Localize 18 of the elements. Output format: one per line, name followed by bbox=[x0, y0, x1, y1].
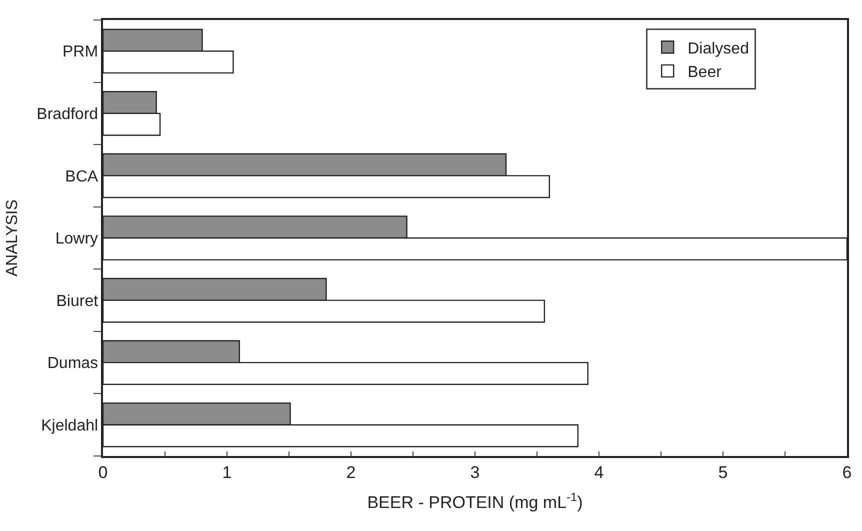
x-tick-label: 2 bbox=[346, 463, 356, 482]
y-axis-title: ANALYSIS bbox=[4, 199, 22, 277]
x-tick-label: 5 bbox=[718, 463, 728, 482]
y-tick-label: PRM bbox=[62, 44, 98, 61]
y-tick-label: Kjeldahl bbox=[41, 417, 98, 434]
x-tick-label: 4 bbox=[594, 463, 604, 482]
y-tick-label: Dumas bbox=[47, 355, 98, 372]
y-tick-label: Lowry bbox=[55, 230, 98, 248]
y-tick-label: BCA bbox=[65, 168, 98, 186]
x-tick-label: 1 bbox=[222, 463, 232, 482]
x-axis-title: BEER - PROTEIN (mg mL$^{-1}$) bbox=[367, 490, 583, 512]
x-tick-label: 3 bbox=[470, 463, 480, 482]
x-tick-label: 0 bbox=[98, 463, 108, 482]
y-tick-label: Bradford bbox=[36, 106, 98, 124]
x-tick-label: 6 bbox=[842, 463, 852, 482]
y-tick-label: Biuret bbox=[56, 292, 99, 310]
legend-label: Dialysed bbox=[688, 40, 749, 58]
legend-label: Beer bbox=[688, 64, 722, 82]
